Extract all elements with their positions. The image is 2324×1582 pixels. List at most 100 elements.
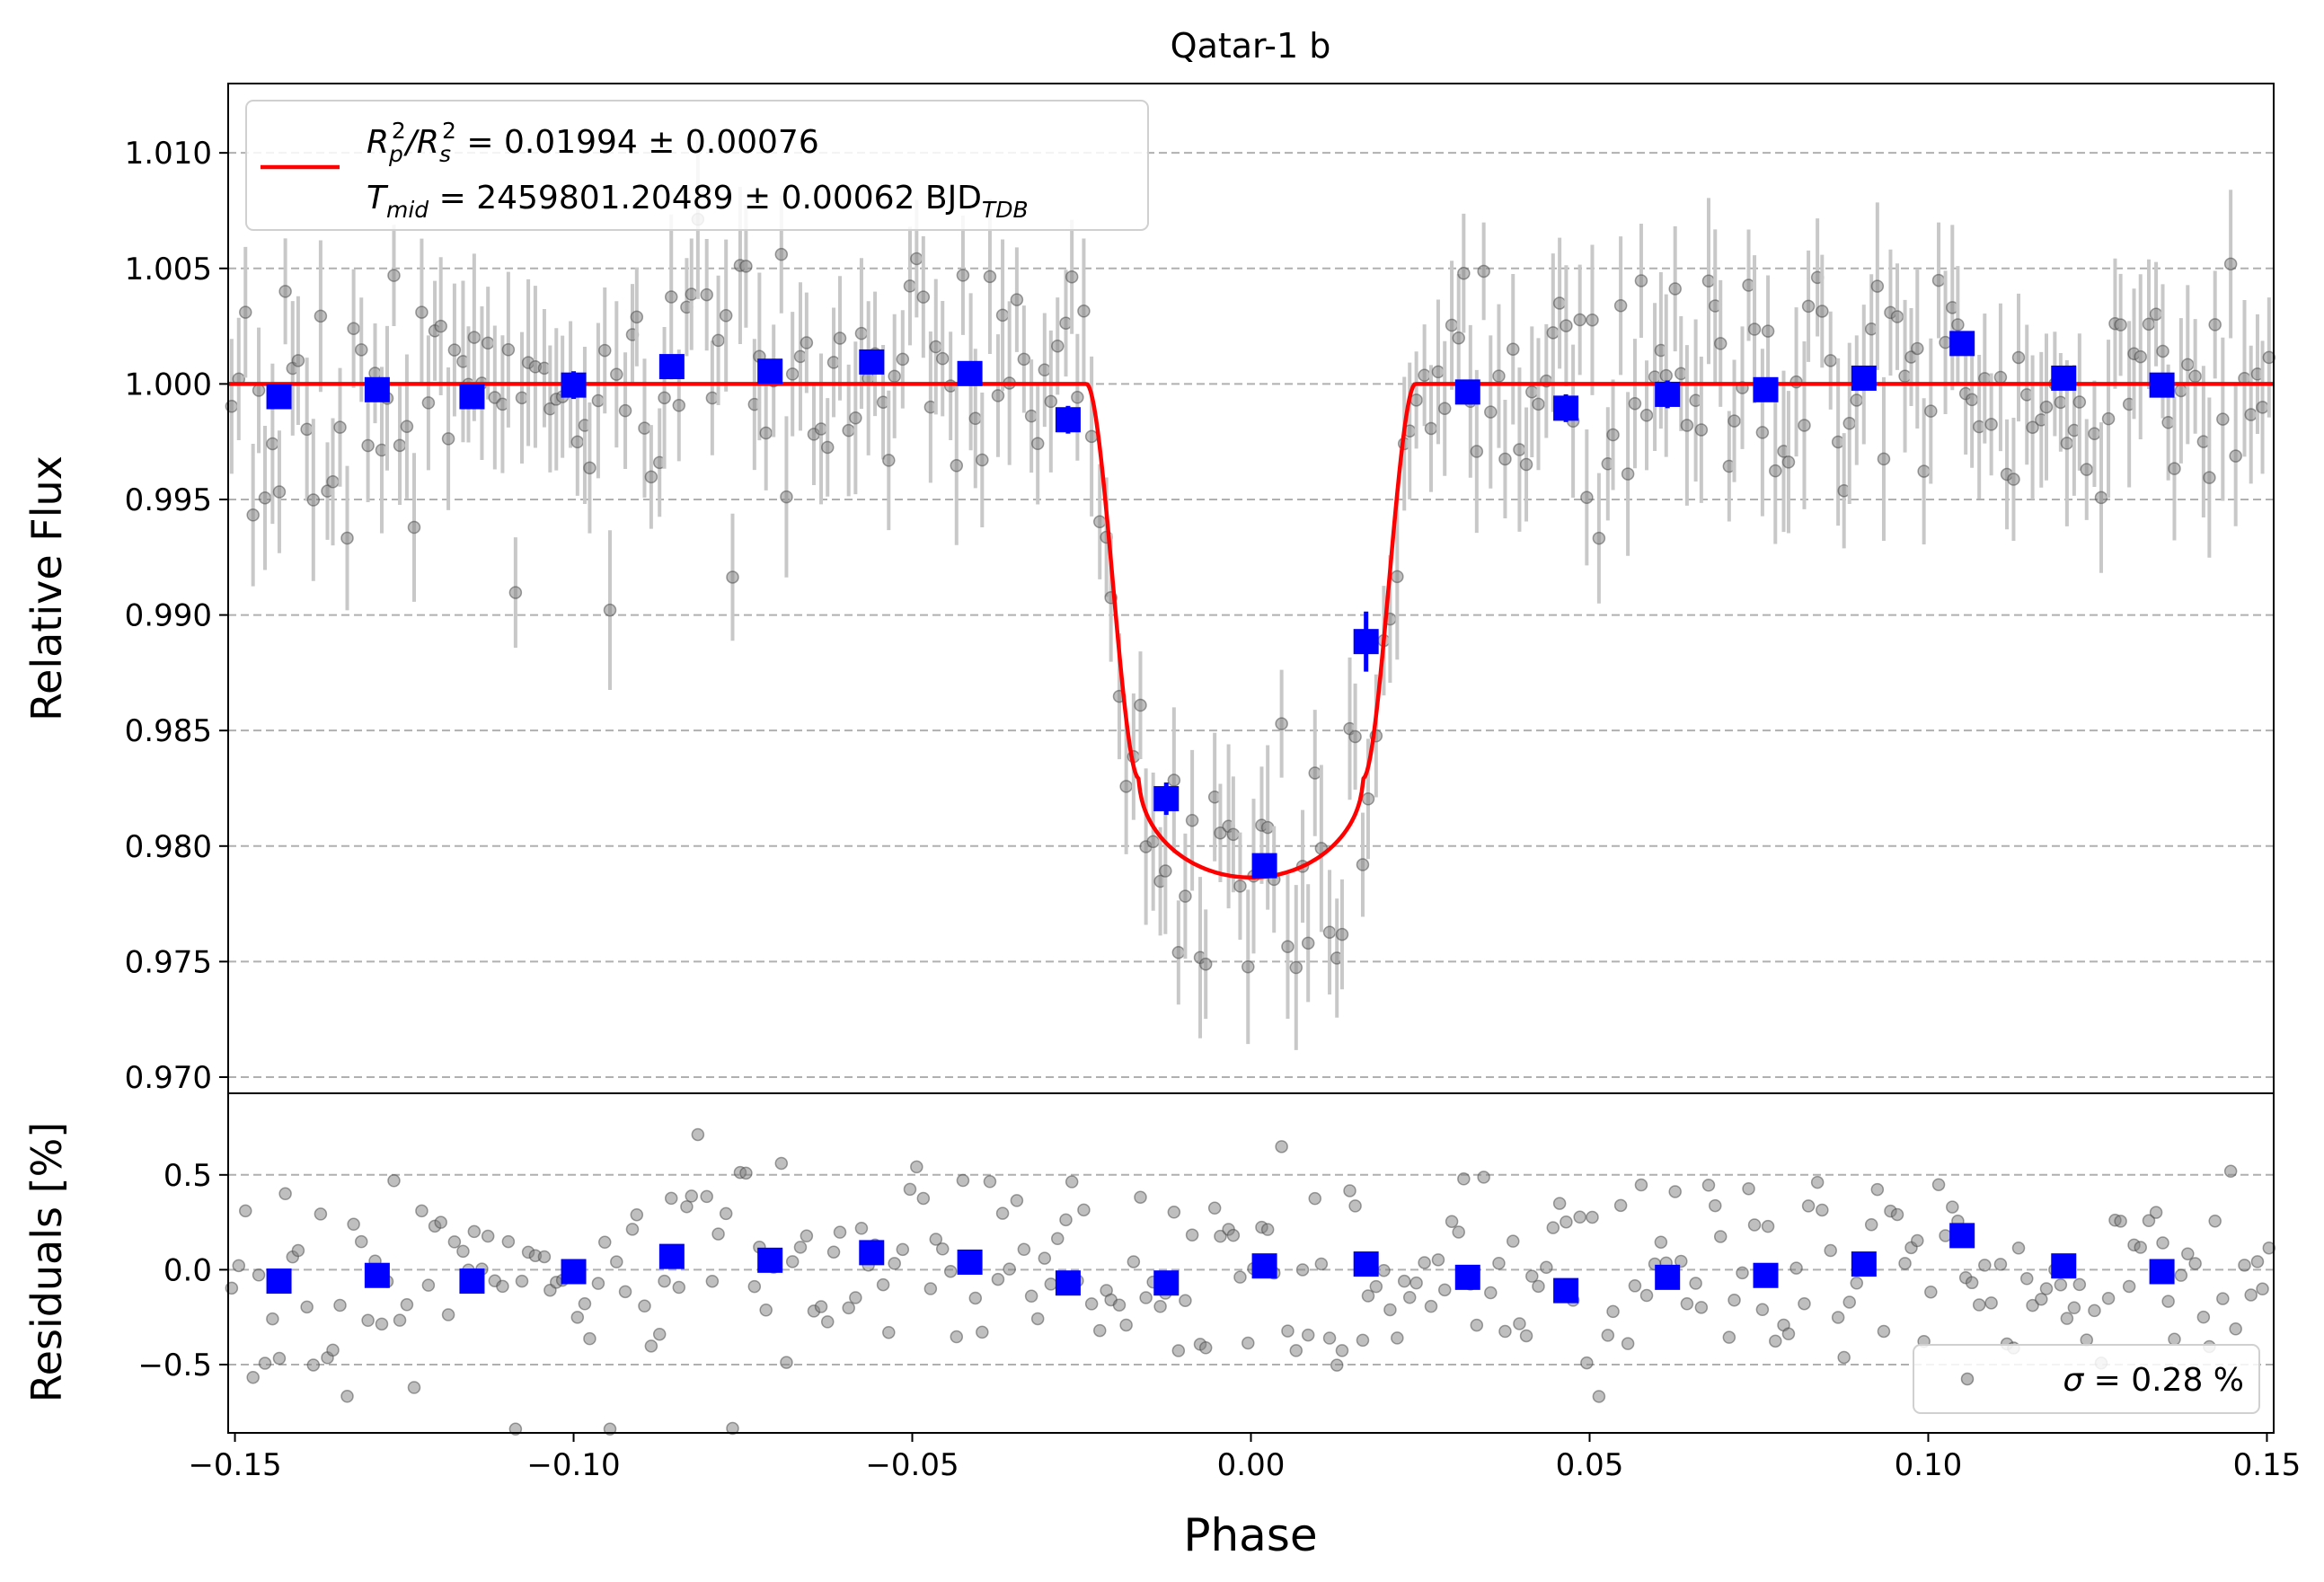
flux-y-tick-label: 1.010 xyxy=(125,136,212,172)
residual-binned-point xyxy=(757,1247,783,1273)
residual-raw-point xyxy=(407,1381,421,1394)
flux-raw-point xyxy=(1769,464,1782,478)
flux-raw-point xyxy=(1146,835,1160,849)
flux-raw-point xyxy=(800,336,814,349)
residual-raw-point xyxy=(456,1244,470,1259)
residual-raw-point xyxy=(1289,1344,1303,1357)
flux-raw-point xyxy=(1051,339,1065,353)
flux-raw-point xyxy=(1694,423,1709,437)
flux-raw-point xyxy=(306,493,321,507)
flux-raw-points xyxy=(225,139,2276,1050)
flux-raw-point xyxy=(1065,270,1079,284)
residual-raw-point xyxy=(630,1207,644,1222)
residual-raw-point xyxy=(968,1291,983,1305)
residual-raw-point xyxy=(1093,1323,1107,1338)
residual-raw-point xyxy=(1301,1328,1315,1342)
residual-raw-point xyxy=(1418,1256,1431,1269)
flux-raw-point xyxy=(272,485,287,499)
flux-binned-point xyxy=(1553,395,1579,421)
residual-raw-point xyxy=(1424,1299,1438,1313)
residual-raw-point xyxy=(1694,1301,1709,1314)
residual-raw-point xyxy=(943,1264,958,1278)
flux-raw-point xyxy=(1348,729,1362,744)
residual-raw-point xyxy=(1890,1207,1904,1222)
flux-raw-point xyxy=(333,420,347,434)
residual-binned-point xyxy=(1949,1223,1975,1249)
phase-x-tick-label: 0.15 xyxy=(2233,1447,2302,1483)
residual-raw-point xyxy=(2054,1277,2068,1292)
flux-raw-point xyxy=(1226,827,1241,842)
residual-raw-point xyxy=(1322,1331,1337,1345)
flux-raw-point xyxy=(291,354,305,367)
residual-raw-point xyxy=(434,1215,447,1229)
residual-raw-point xyxy=(1437,1283,1452,1297)
residuals-y-tick-label: 0.0 xyxy=(163,1252,212,1288)
residual-raw-point xyxy=(1898,1257,1912,1270)
residual-raw-point xyxy=(340,1390,354,1403)
residuals-y-tick-label: −0.5 xyxy=(137,1348,212,1383)
residual-binned-point xyxy=(1055,1270,1081,1296)
legend-radius-ratio: Rp2/Rs2 = 0.01994 ± 0.00076 xyxy=(367,118,819,167)
flux-raw-point xyxy=(1898,369,1912,384)
flux-raw-point xyxy=(1424,421,1438,436)
residual-raw-point xyxy=(1242,1336,1255,1350)
flux-raw-point xyxy=(1260,820,1275,835)
residual-raw-point xyxy=(591,1277,605,1290)
residual-raw-point xyxy=(2156,1236,2169,1250)
flux-raw-point xyxy=(2168,462,2181,475)
flux-raw-point xyxy=(1431,365,1445,379)
flux-raw-point xyxy=(2216,412,2230,426)
flux-raw-point xyxy=(759,426,773,440)
flux-raw-point xyxy=(1890,310,1904,323)
residual-raw-point xyxy=(747,1279,762,1294)
residual-raw-point xyxy=(1877,1324,1891,1339)
flux-y-tick-label: 0.985 xyxy=(125,713,212,749)
residual-raw-point xyxy=(2161,1295,2175,1308)
flux-raw-point xyxy=(1659,368,1673,383)
flux-y-axis-label: Relative Flux xyxy=(22,455,71,721)
flux-raw-point xyxy=(2060,437,2074,450)
residual-raw-point xyxy=(976,1325,989,1339)
flux-raw-point xyxy=(1301,936,1315,950)
residual-raw-point xyxy=(1761,1219,1775,1233)
residual-raw-point xyxy=(1167,1206,1181,1219)
flux-raw-point xyxy=(583,461,596,475)
flux-y-ticks: 0.970 0.975 0.980 0.985 0.990 0.995 1.000 1.005… xyxy=(125,136,228,1096)
flux-raw-point xyxy=(903,279,917,293)
flux-raw-point xyxy=(326,475,340,489)
flux-raw-point xyxy=(246,508,260,522)
residual-raw-point xyxy=(2223,1164,2238,1179)
residuals-y-axis-label: Residuals [%] xyxy=(22,1122,71,1402)
flux-raw-point xyxy=(354,343,368,357)
flux-raw-point xyxy=(393,438,407,453)
flux-raw-point xyxy=(935,351,950,366)
residual-raw-point xyxy=(638,1299,651,1313)
residual-raw-point xyxy=(711,1227,725,1241)
residual-raw-point xyxy=(2114,1215,2127,1228)
residuals-y-tick-label: 0.5 xyxy=(163,1158,212,1194)
residual-raw-point xyxy=(1946,1200,1959,1214)
flux-raw-point xyxy=(1850,393,1864,407)
residual-raw-point xyxy=(1498,1324,1512,1339)
flux-raw-point xyxy=(2149,307,2163,321)
flux-raw-point xyxy=(1870,279,1885,293)
flux-raw-point xyxy=(421,396,436,410)
residual-raw-point xyxy=(1226,1228,1241,1242)
residual-raw-point xyxy=(2026,1298,2039,1312)
flux-raw-point xyxy=(1816,305,1829,318)
residual-raw-point xyxy=(1281,1324,1295,1338)
residual-binned-point xyxy=(1753,1262,1779,1288)
residuals-binned-points xyxy=(266,1223,2175,1304)
residual-raw-point xyxy=(1044,1277,1058,1291)
residual-raw-point xyxy=(1377,1263,1391,1277)
residual-raw-point xyxy=(1492,1256,1506,1270)
residual-raw-point xyxy=(2250,1255,2265,1268)
residual-raw-point xyxy=(2088,1304,2101,1318)
flux-y-tick-label: 1.000 xyxy=(125,367,212,402)
residual-raw-point xyxy=(1198,1341,1213,1355)
flux-raw-point xyxy=(1911,341,1924,356)
residual-raw-point xyxy=(361,1313,375,1328)
residual-binned-point xyxy=(1251,1253,1277,1279)
residual-raw-point xyxy=(1348,1199,1362,1213)
residual-raw-point xyxy=(1065,1175,1079,1189)
